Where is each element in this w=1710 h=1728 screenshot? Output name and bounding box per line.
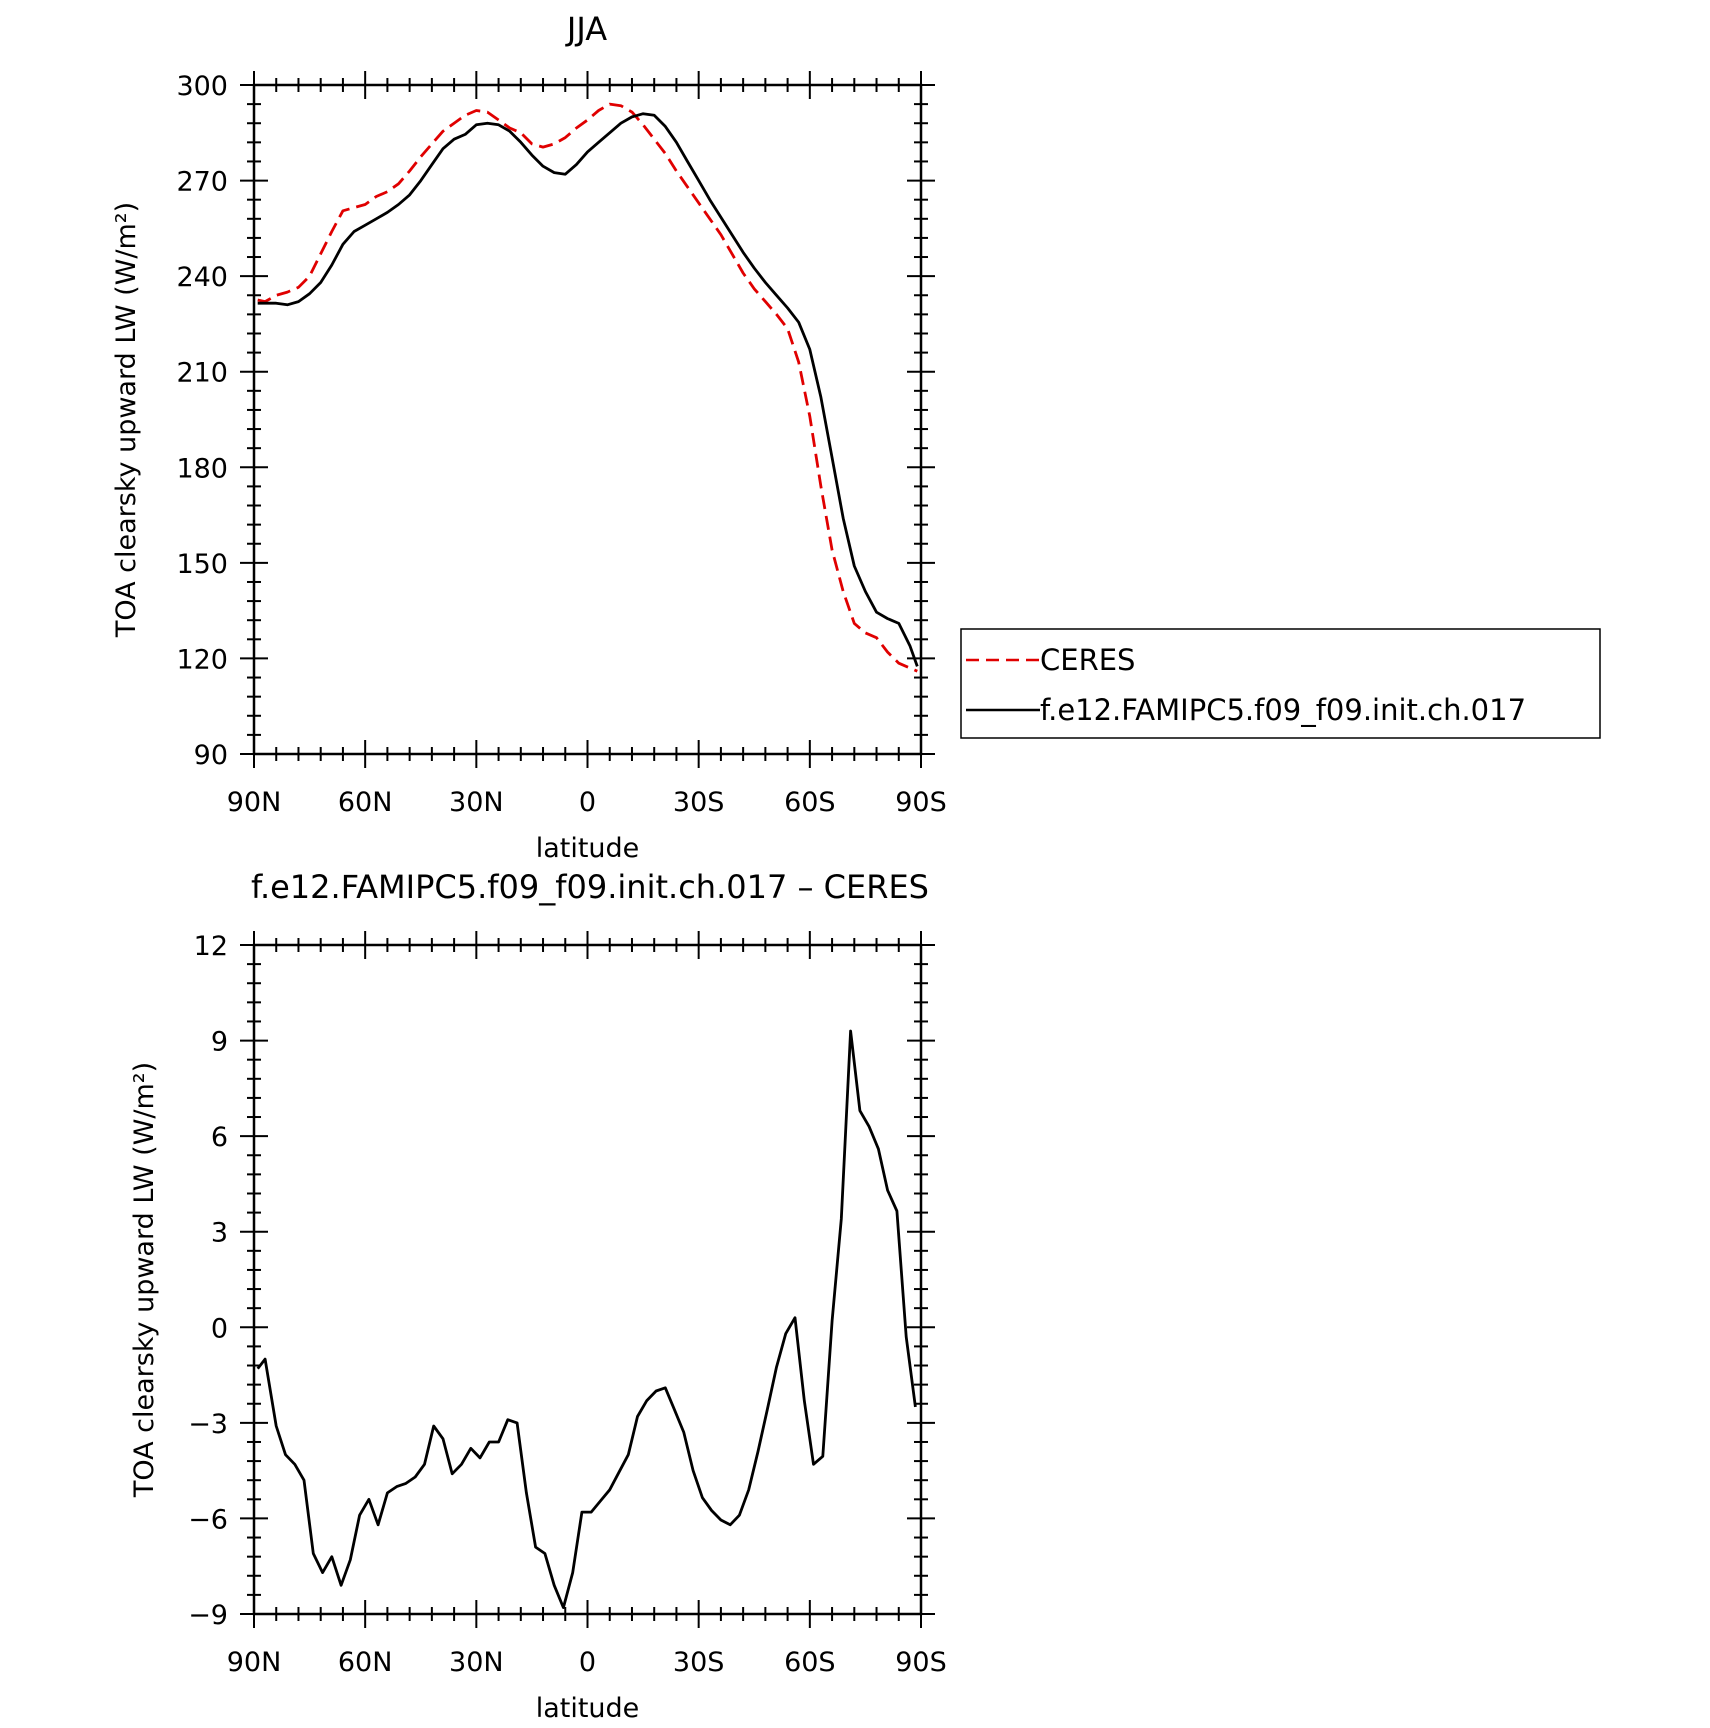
x-tick-label: 90S bbox=[895, 787, 947, 818]
top-plot-frame bbox=[252, 83, 923, 756]
bottom-plot-frame bbox=[252, 943, 923, 1616]
x-tick-label: 60S bbox=[784, 1647, 836, 1678]
y-tick-label: 180 bbox=[176, 453, 228, 484]
y-tick-label: −9 bbox=[188, 1600, 228, 1631]
x-tick-label: 30N bbox=[449, 1647, 504, 1678]
x-tick-label: 30N bbox=[449, 787, 504, 818]
top-y-axis-label: TOA clearsky upward LW (W/m²) bbox=[111, 202, 142, 638]
y-tick-label: 3 bbox=[211, 1218, 228, 1249]
top-chart-title: JJA bbox=[565, 10, 607, 48]
x-tick-label: 60N bbox=[338, 1647, 393, 1678]
legend-label-ceres: CERES bbox=[1040, 643, 1135, 677]
y-tick-label: −3 bbox=[188, 1409, 228, 1440]
top-x-axis-label: latitude bbox=[536, 833, 640, 864]
bottom-series-lines bbox=[256, 1029, 917, 1609]
x-tick-label: 0 bbox=[579, 1647, 596, 1678]
y-tick-label: −6 bbox=[188, 1504, 228, 1535]
bottom-x-axis-label: latitude bbox=[536, 1693, 640, 1724]
x-tick-label: 30S bbox=[673, 1647, 725, 1678]
y-tick-label: 6 bbox=[211, 1122, 228, 1153]
top-y-ticks: 90 120 150 180 210 240 270 300 bbox=[176, 71, 935, 771]
y-tick-label: 90 bbox=[194, 740, 228, 771]
x-tick-label: 90N bbox=[227, 1647, 282, 1678]
legend: CERES f.e12.FAMIPC5.f09_f09.init.ch.017 bbox=[960, 628, 1601, 739]
y-tick-label: 240 bbox=[176, 262, 228, 293]
x-tick-label: 30S bbox=[673, 787, 725, 818]
y-tick-label: 270 bbox=[176, 167, 228, 198]
x-tick-label: 0 bbox=[579, 787, 596, 818]
y-tick-label: 120 bbox=[176, 644, 228, 675]
bottom-panel: f.e12.FAMIPC5.f09_f09.init.ch.017 – CERE… bbox=[129, 868, 947, 1724]
top-panel: JJA 90 120 150 180 210 240 270 300 90N 60N 30N 0 30… bbox=[111, 10, 1601, 864]
top-x-ticks: 90N 60N 30N 0 30S 60S 90S bbox=[227, 71, 947, 818]
legend-label-model: f.e12.FAMIPC5.f09_f09.init.ch.017 bbox=[1040, 693, 1526, 727]
y-tick-label: 9 bbox=[211, 1027, 228, 1058]
series-line-difference bbox=[256, 1029, 917, 1609]
y-tick-label: 12 bbox=[194, 931, 228, 962]
series-line-ceres bbox=[257, 102, 918, 673]
legend-box bbox=[960, 628, 1601, 739]
series-line-f-e12-famipc5-f09-f09-init-ch-017 bbox=[257, 112, 919, 667]
y-tick-label: 210 bbox=[176, 358, 228, 389]
y-tick-label: 150 bbox=[176, 549, 228, 580]
bottom-y-ticks: −9 −6 −3 0 3 6 9 12 bbox=[188, 931, 935, 1631]
x-tick-label: 90N bbox=[227, 787, 282, 818]
x-tick-label: 60S bbox=[784, 787, 836, 818]
x-tick-label: 60N bbox=[338, 787, 393, 818]
x-tick-label: 90S bbox=[895, 1647, 947, 1678]
bottom-y-axis-label: TOA clearsky upward LW (W/m²) bbox=[129, 1062, 160, 1498]
top-series-lines bbox=[257, 102, 919, 673]
y-tick-label: 300 bbox=[176, 71, 228, 102]
y-tick-label: 0 bbox=[211, 1313, 228, 1344]
bottom-chart-title: f.e12.FAMIPC5.f09_f09.init.ch.017 – CERE… bbox=[251, 868, 929, 906]
